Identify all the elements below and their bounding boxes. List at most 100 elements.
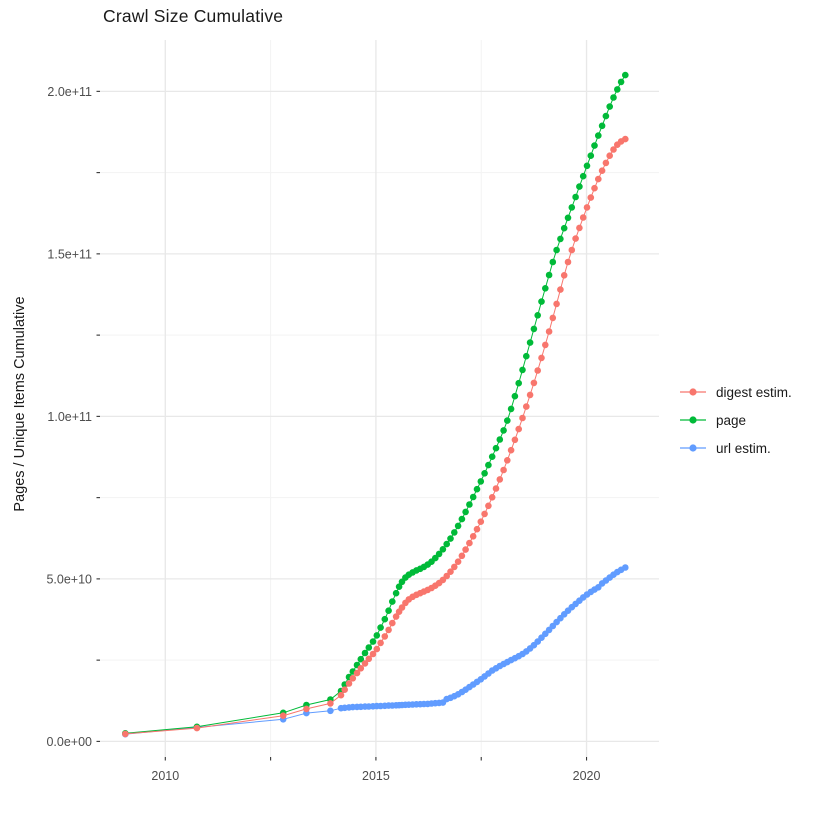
data-point: [395, 583, 403, 590]
x-tick-label: 2015: [362, 769, 390, 783]
data-point: [549, 314, 557, 322]
data-point: [511, 392, 519, 400]
data-point: [373, 632, 381, 639]
data-point: [327, 700, 334, 707]
data-point: [481, 510, 488, 518]
data-point: [439, 546, 447, 553]
data-point: [466, 501, 473, 508]
data-point: [469, 533, 477, 540]
data-point: [473, 485, 481, 493]
legend-item-label: page: [716, 412, 747, 428]
data-point: [381, 615, 389, 623]
data-point: [523, 403, 530, 410]
data-point: [485, 502, 492, 510]
data-point: [579, 214, 587, 221]
data-point: [357, 665, 365, 672]
data-point: [553, 300, 560, 308]
data-point: [587, 152, 595, 159]
data-point: [341, 686, 349, 693]
data-point: [602, 112, 610, 120]
data-point: [389, 619, 396, 627]
data-point: [526, 391, 534, 399]
data-point: [553, 246, 560, 254]
data-point: [473, 525, 481, 533]
data-point: [504, 457, 511, 464]
data-point: [542, 285, 549, 292]
y-tick-label: 0.0e+00: [46, 735, 92, 749]
data-point: [365, 644, 373, 651]
legend-key-page-icon: [680, 416, 706, 424]
data-point: [357, 655, 365, 663]
data-point: [564, 258, 572, 266]
data-point: [462, 546, 469, 553]
data-point: [507, 405, 515, 413]
data-point: [576, 183, 583, 190]
data-point: [530, 325, 538, 333]
data-point: [545, 271, 553, 279]
gridlines: [100, 40, 659, 757]
data-point: [392, 613, 400, 620]
data-point: [500, 427, 507, 434]
data-point: [381, 633, 389, 640]
data-point: [549, 258, 557, 266]
data-point: [193, 724, 201, 732]
data-point: [279, 712, 287, 719]
data-point: [583, 204, 591, 211]
data-point: [591, 142, 598, 149]
data-point: [353, 669, 361, 677]
data-point: [447, 535, 454, 542]
y-tick-label: 1.5e+11: [47, 247, 92, 261]
data-point: [610, 94, 617, 101]
data-point: [560, 272, 568, 279]
data-point: [458, 552, 466, 560]
data-point: [122, 730, 129, 738]
data-point: [602, 159, 610, 167]
data-point: [598, 167, 606, 174]
series-url-estim: [122, 564, 629, 738]
data-point: [530, 379, 538, 387]
data-point: [377, 639, 384, 647]
series-page: [122, 71, 629, 737]
data-point: [538, 354, 545, 362]
data-point: [451, 529, 458, 536]
legend-item: digest estim.: [678, 378, 792, 406]
data-point: [477, 518, 485, 525]
y-tick-label: 1.0e+11: [47, 410, 92, 424]
data-point: [488, 494, 496, 501]
data-point: [606, 152, 613, 159]
data-point: [373, 645, 381, 653]
data-point: [377, 624, 384, 631]
data-point: [519, 366, 526, 374]
data-point: [398, 604, 406, 611]
data-point: [481, 470, 488, 477]
data-point: [477, 478, 485, 485]
y-tick-label: 5.0e+10: [46, 572, 92, 586]
legend-key-digest-icon: [680, 388, 706, 396]
data-point: [515, 379, 522, 387]
data-point: [361, 649, 369, 657]
data-point: [622, 135, 629, 143]
data-point: [432, 554, 439, 562]
data-point: [462, 508, 469, 516]
legend-item-label: url estim.: [716, 440, 771, 456]
data-point: [466, 539, 473, 547]
x-tick-label: 2010: [151, 769, 179, 783]
data-point: [458, 515, 466, 523]
data-point: [504, 417, 511, 424]
data-point: [595, 132, 602, 139]
data-point: [606, 103, 613, 110]
legend-key-url-icon: [680, 444, 706, 452]
data-point: [572, 193, 579, 201]
data-point: [542, 341, 549, 349]
data-point: [365, 655, 373, 663]
series-digest-estim: [122, 135, 629, 738]
data-point: [591, 184, 598, 192]
data-point: [557, 235, 564, 243]
data-point: [492, 485, 500, 492]
axis-labels: 2010 2015 2020 0.0e+00 5.0e+10 1.0e+11 1.5e+11…: [46, 85, 600, 783]
data-point: [515, 425, 522, 433]
data-point: [568, 246, 576, 254]
data-point: [443, 540, 451, 548]
data-point: [538, 298, 545, 305]
